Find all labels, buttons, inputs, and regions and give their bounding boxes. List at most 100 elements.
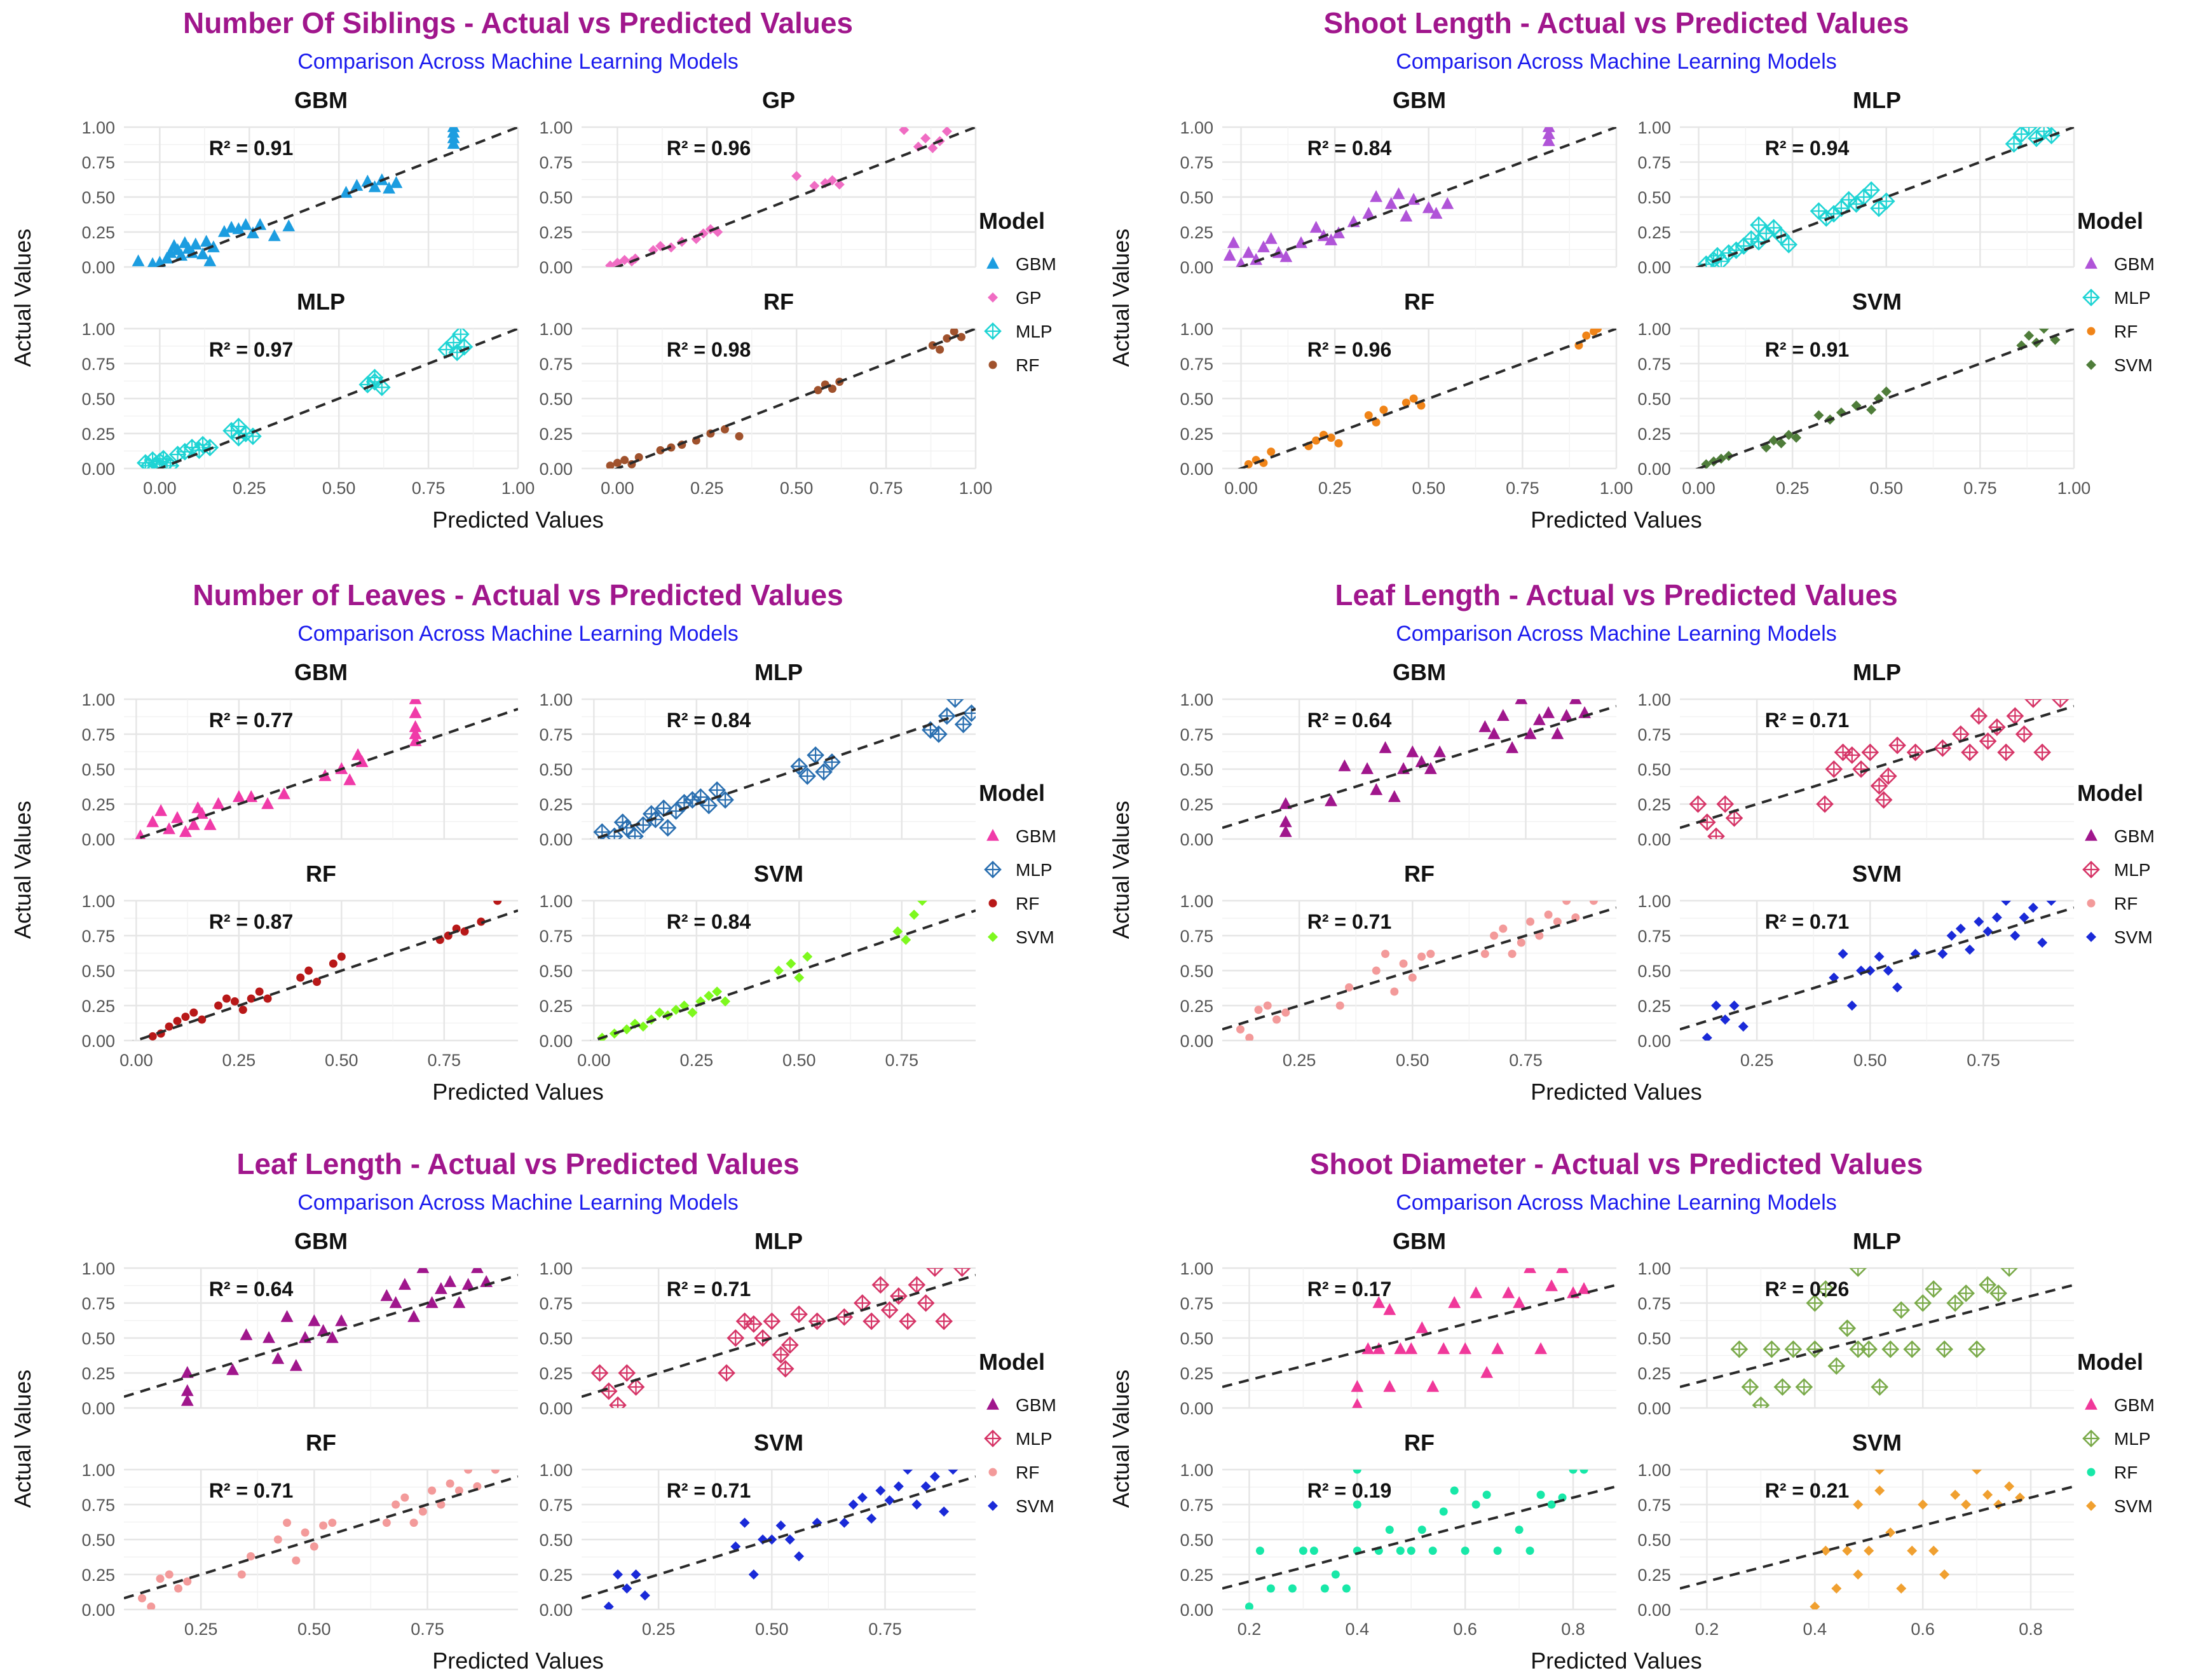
data-point xyxy=(212,797,225,809)
x-tick-label: 0.25 xyxy=(1318,479,1352,498)
data-point xyxy=(1950,1489,1961,1500)
panel-plot-area xyxy=(1222,699,1616,837)
data-point-outline xyxy=(1705,251,1722,267)
y-tick-label: 0.00 xyxy=(1637,1399,1671,1418)
r2-annotation: R² = 0.71 xyxy=(1765,709,1850,732)
data-point xyxy=(786,959,796,969)
data-point xyxy=(772,1346,790,1364)
data-point xyxy=(1989,1284,2007,1302)
data-point xyxy=(1493,1547,1502,1555)
data-point xyxy=(310,1542,318,1551)
data-point xyxy=(147,1602,156,1609)
y-tick-label: 0.50 xyxy=(539,188,573,207)
data-point xyxy=(631,1569,641,1580)
data-point xyxy=(189,237,202,250)
data-point-outline xyxy=(790,1305,808,1323)
data-point xyxy=(175,249,188,261)
data-point xyxy=(775,1520,786,1531)
legend-label: SVM xyxy=(1016,927,1054,947)
x-tick-label: 1.00 xyxy=(501,479,535,498)
data-point xyxy=(2038,329,2049,334)
data-point xyxy=(613,458,622,467)
panel-plot-area xyxy=(590,901,976,1041)
data-point xyxy=(1309,1547,1318,1555)
data-point xyxy=(1478,720,1492,732)
data-point-outline xyxy=(1784,1340,1803,1358)
data-point xyxy=(319,1521,328,1530)
identity-line xyxy=(582,1475,976,1600)
x-tick-label: 0.25 xyxy=(1283,1051,1316,1070)
data-point xyxy=(1892,1301,1911,1319)
data-point xyxy=(380,1289,393,1301)
panel-strip-label: SVM xyxy=(1852,1430,1902,1456)
data-point xyxy=(1487,727,1501,739)
panel-rf: RF 0.00 0.25 0.50 0.75 1.00 0.25 0.50 0.75 R² = 0… xyxy=(81,1430,518,1639)
data-point xyxy=(901,934,911,945)
data-point xyxy=(1236,1025,1245,1034)
y-tick-label: 0.25 xyxy=(1180,1364,1213,1383)
identity-line xyxy=(132,909,518,1041)
data-point xyxy=(1309,221,1323,233)
data-point xyxy=(794,1551,805,1562)
data-point xyxy=(1879,767,1897,785)
legend-item: MLP xyxy=(2082,1429,2151,1449)
data-point xyxy=(1813,410,1824,421)
data-point xyxy=(154,804,168,816)
x-tick-label: 1.00 xyxy=(1600,479,1633,498)
data-point xyxy=(460,927,469,936)
data-point-outline xyxy=(1903,1340,1921,1358)
data-point xyxy=(1730,1340,1749,1358)
data-point xyxy=(1816,795,1834,813)
data-point xyxy=(1526,917,1535,926)
data-point xyxy=(802,952,813,962)
x-tick-label: 0.50 xyxy=(1853,1051,1887,1070)
data-point xyxy=(654,1007,665,1018)
data-point xyxy=(1542,127,1555,132)
data-point xyxy=(1515,699,1528,704)
panel-rf: RF 0.00 0.25 0.50 0.75 1.00 0.2 0.4 0.6 0.8 R² = 0… xyxy=(1180,1430,1616,1639)
data-point xyxy=(1773,1378,1792,1396)
legend: Model GBM MLP RF SVM xyxy=(2077,780,2155,947)
data-point xyxy=(1589,901,1598,905)
data-point xyxy=(416,1268,430,1273)
data-point xyxy=(173,1016,182,1025)
r2-annotation: R² = 0.71 xyxy=(667,1479,751,1502)
panel-rf: RF 0.00 0.25 0.50 0.75 1.00 0.25 0.50 0.75 R² = 0… xyxy=(1180,861,1616,1070)
y-tick-label: 0.25 xyxy=(1637,1566,1671,1585)
data-point xyxy=(1515,1526,1524,1534)
y-tick-label: 0.25 xyxy=(1637,1364,1671,1383)
legend-item: RF xyxy=(988,894,1039,913)
data-point xyxy=(627,1378,645,1396)
panel-strip-label: GP xyxy=(762,87,795,113)
data-point xyxy=(809,181,820,191)
data-point xyxy=(1517,938,1525,947)
data-point xyxy=(1352,1398,1363,1408)
x-tick-label: 0.6 xyxy=(1453,1620,1477,1639)
data-point xyxy=(1254,1006,1263,1014)
y-tick-label: 0.50 xyxy=(81,962,115,981)
data-point xyxy=(409,699,422,704)
y-tick-label: 0.50 xyxy=(81,1531,115,1550)
panel-strip-label: GBM xyxy=(1393,659,1446,685)
y-tick-label: 0.00 xyxy=(81,830,115,849)
data-point xyxy=(1499,924,1508,933)
y-tick-label: 0.25 xyxy=(539,1364,573,1383)
data-point xyxy=(1417,401,1426,410)
data-point xyxy=(1750,216,1768,234)
panel-gbm: GBM 0.00 0.25 0.50 0.75 1.00 R² = 0.64 xyxy=(1180,659,1616,849)
data-point xyxy=(1783,430,1794,440)
data-point xyxy=(203,818,217,830)
data-point xyxy=(1471,1500,1480,1509)
data-point xyxy=(718,1364,735,1382)
data-point xyxy=(962,704,976,722)
y-tick-label: 0.00 xyxy=(81,258,115,277)
data-point xyxy=(1482,1491,1491,1499)
data-point xyxy=(437,1500,446,1509)
x-tick-label: 0.2 xyxy=(1695,1620,1719,1639)
data-point xyxy=(1997,743,2015,761)
figure-2: Shoot Length - Actual vs Predicted Value… xyxy=(1108,6,2155,533)
data-point xyxy=(1838,1319,1857,1337)
data-point xyxy=(400,1493,409,1502)
r2-annotation: R² = 0.91 xyxy=(1765,338,1850,361)
